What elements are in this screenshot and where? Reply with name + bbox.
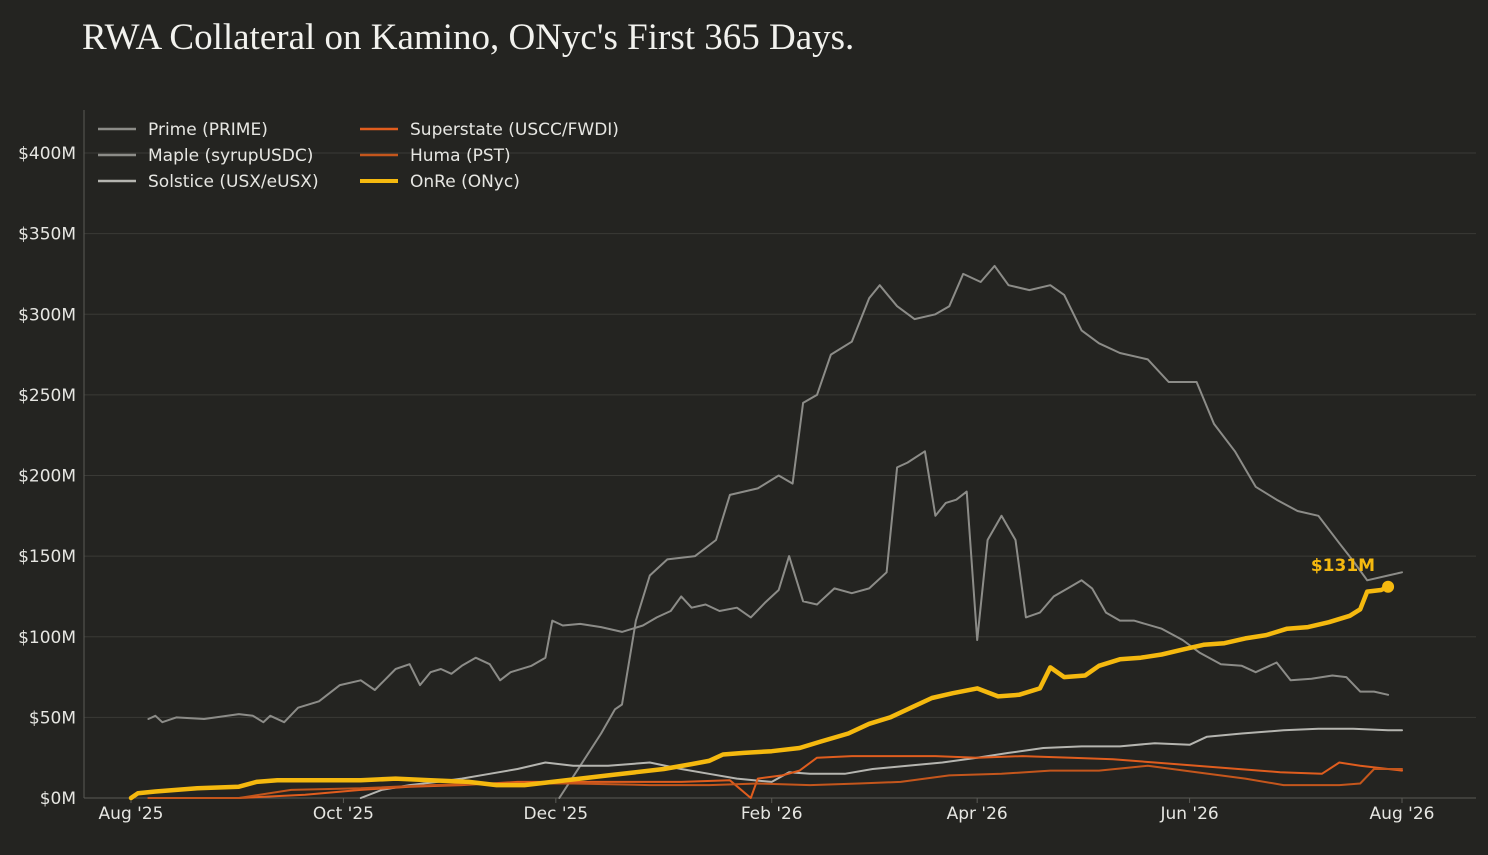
series-line-solstice-usx-eusx: [359, 727, 1403, 799]
chart-legend: Prime (PRIME) Maple (syrupUSDC) Solstice (…: [98, 120, 619, 192]
x-tick-label: Jun '26: [1159, 804, 1218, 824]
y-tick-label: $150M: [18, 547, 76, 567]
y-tick-label: $400M: [18, 144, 76, 164]
series-line-huma-pst: [147, 764, 1403, 799]
y-tick-label: $300M: [18, 305, 76, 325]
series-line-onre-onyc: [128, 584, 1391, 801]
legend-label: Huma (PST): [410, 146, 511, 166]
y-tick-label: $50M: [29, 708, 76, 728]
x-tick-label: Oct '25: [313, 804, 374, 824]
x-tick-label: Aug '25: [99, 804, 164, 824]
grid-layer: [84, 152, 1476, 718]
series-layer: [128, 264, 1403, 801]
series-line-maple-syrupusdc: [558, 264, 1403, 799]
series-line-prime-prime: [147, 450, 1390, 724]
y-tick-label: $250M: [18, 386, 76, 406]
x-tick-label: Feb '26: [741, 804, 803, 824]
onyc-value-label: $131M: [1311, 556, 1375, 576]
x-tick-label: Aug '26: [1370, 804, 1435, 824]
x-tick-label: Apr '26: [947, 804, 1008, 824]
onyc-end-point: [1382, 580, 1395, 593]
x-tick-label: Dec '25: [524, 804, 589, 824]
y-tick-label: $0M: [40, 789, 76, 809]
chart-title: RWA Collateral on Kamino, ONyc's First 3…: [82, 17, 855, 58]
y-tick-label: $100M: [18, 628, 76, 648]
legend-label: Prime (PRIME): [148, 120, 268, 140]
legend-label: Superstate (USCC/FWDI): [410, 120, 619, 140]
y-tick-label: $350M: [18, 225, 76, 245]
axis-layer: $0M $50M $100M $150M $200M $250M $300M $350M $40…: [18, 110, 1476, 824]
annotation-layer: $131M: [1311, 556, 1395, 593]
legend-label: Maple (syrupUSDC): [148, 146, 313, 166]
legend-label: OnRe (ONyc): [410, 172, 520, 192]
y-tick-label: $200M: [18, 467, 76, 487]
legend-label: Solstice (USX/eUSX): [148, 172, 319, 192]
series-line-superstate-uscc-fwdi: [147, 755, 1403, 799]
